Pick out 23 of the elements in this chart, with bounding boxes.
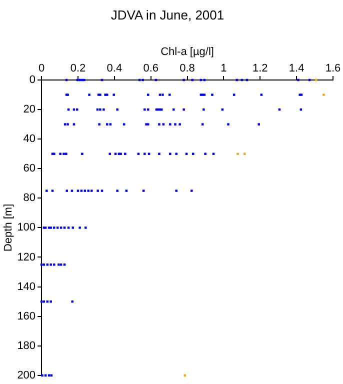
chart-title: JDVA in June, 2001 [110,7,224,22]
y-tick-label: 200 [17,369,36,382]
x-tick-label: 0.2 [70,62,86,74]
y-tick-label: 60 [23,162,36,175]
y-tick-label: 160 [17,310,36,322]
x-tick-label: 0.6 [143,62,158,74]
x-tick-label: 1.6 [325,62,341,74]
y-axis-title: Depth [m] [2,204,15,252]
x-tick-label: 1.2 [252,62,268,74]
y-tick-label: 0 [29,74,36,86]
x-tick-label: 0.8 [180,62,195,74]
y-tick-label: 120 [17,251,36,264]
y-tick-label: 80 [23,192,36,204]
x-tick-label: 0 [38,62,45,74]
x-tick-label: 1.4 [288,62,304,74]
y-tick-label: 100 [17,222,36,234]
y-tick-label: 180 [17,340,36,352]
x-tick-label: 0.4 [106,62,122,74]
x-tick-label: 1 [220,62,227,74]
y-tick-label: 20 [23,104,36,116]
y-tick-label: 140 [17,280,36,293]
x-axis-title: Chl-a [µg/l] [160,46,214,58]
y-tick-label: 40 [23,133,36,146]
